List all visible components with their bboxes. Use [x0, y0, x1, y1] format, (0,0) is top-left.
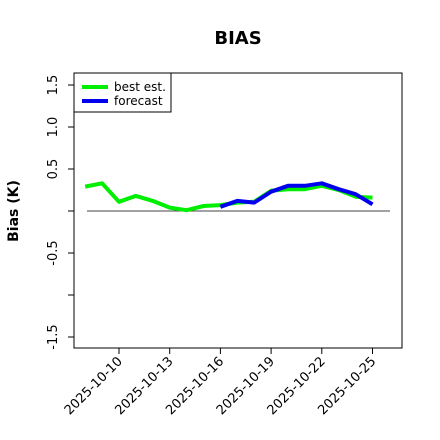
- y-axis-label: Bias (K): [6, 180, 22, 242]
- legend: best est. forecast: [73, 72, 172, 113]
- chart-title: BIAS: [214, 28, 261, 49]
- series-layer: [84, 181, 374, 213]
- legend-label-forecast: forecast: [114, 94, 163, 108]
- y-tick-label: -0.5: [46, 240, 61, 265]
- legend-box: [73, 72, 172, 113]
- y-tick-label: -1.5: [46, 324, 61, 349]
- x-axis: 2025-10-102025-10-132025-10-162025-10-19…: [62, 348, 379, 418]
- series-line-forecast: [219, 181, 374, 209]
- legend-label-best-est: best est.: [114, 80, 166, 94]
- y-tick-label: 1.5: [46, 75, 61, 96]
- y-tick-label: 0.5: [46, 159, 61, 180]
- y-axis: -1.5 -0.5 0.5 1.0 1.5: [46, 75, 74, 350]
- y-tick-label: 1.0: [46, 117, 61, 138]
